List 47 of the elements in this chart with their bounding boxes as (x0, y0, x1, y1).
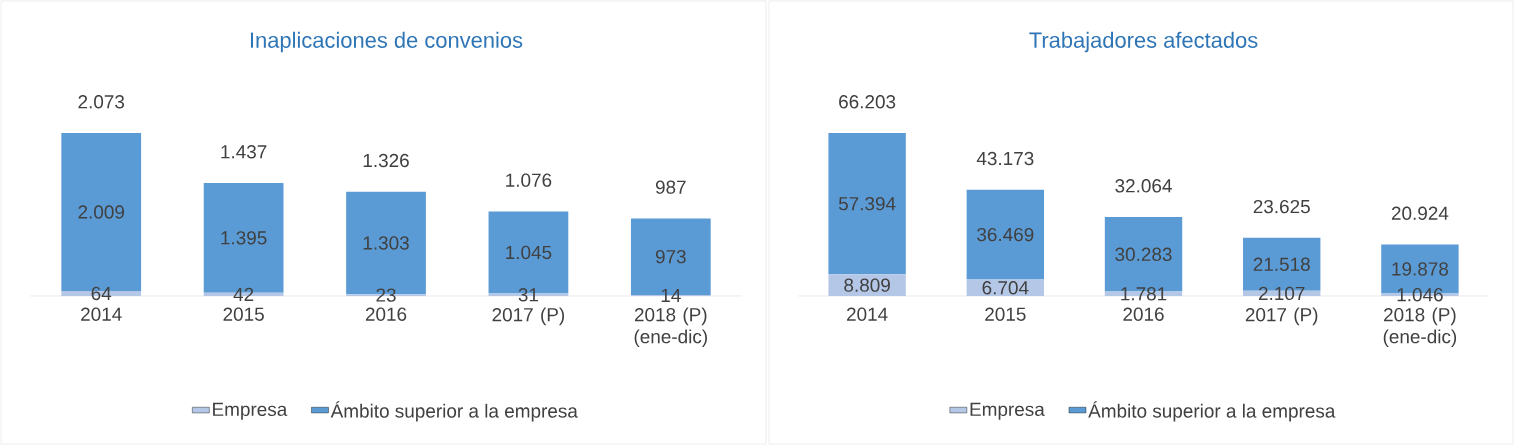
total-label: 2.073 (78, 95, 125, 109)
data-label: 2.009 (78, 205, 124, 219)
data-label: 57.394 (838, 196, 896, 211)
bar (828, 132, 906, 275)
x-tick-label: 2014 (81, 307, 122, 321)
chart-title: Trabajadores afectados (1029, 31, 1258, 53)
data-label: 30.283 (1115, 247, 1172, 262)
total-label: 23.625 (1253, 199, 1310, 214)
total-label: 32.064 (1115, 179, 1172, 193)
data-label: 1.395 (221, 231, 267, 245)
legend-label: Empresa (213, 402, 288, 420)
data-label: 19.878 (1392, 262, 1449, 276)
data-label: 14 (661, 288, 681, 302)
chart-title: Inaplicaciones de convenios (250, 31, 523, 53)
x-tick-label: 2014 (847, 307, 888, 321)
total-label: 987 (655, 180, 686, 194)
x-tick-label: 2015 (223, 307, 264, 321)
data-label: 64 (91, 286, 112, 301)
total-label: 66.203 (839, 95, 896, 109)
legend-label: Empresa (970, 402, 1045, 420)
total-label: 1.437 (221, 145, 267, 159)
data-label: 6.704 (982, 281, 1029, 295)
data-label: 1.303 (363, 236, 409, 250)
data-label: 21.518 (1253, 257, 1310, 272)
bar (966, 189, 1045, 280)
legend-label: Ámbito superior a la empresa (330, 401, 578, 422)
total-label: 1.076 (506, 173, 552, 187)
data-label: 1.046 (1397, 287, 1443, 302)
x-tick-label: 2017 (P) (1245, 307, 1318, 326)
data-label: 31 (518, 288, 539, 302)
legend-label: Ámbito superior a la empresa (1088, 401, 1336, 422)
total-label: 43.173 (976, 151, 1034, 166)
data-label: 42 (233, 287, 254, 301)
data-label: 2.107 (1258, 286, 1305, 301)
x-tick-label: 2016 (1123, 307, 1164, 321)
total-label: 1.326 (363, 153, 409, 168)
x-tick-label: 2015 (985, 307, 1026, 321)
x-tick-label: 2018 (P) (ene-dic) (1383, 307, 1457, 348)
total-label: 20.924 (1391, 206, 1449, 220)
x-tick-label: 2018 (P) (ene-dic) (634, 307, 707, 348)
data-label: 36.469 (977, 227, 1034, 242)
x-tick-label: 2016 (365, 307, 407, 321)
data-label: 973 (655, 249, 686, 264)
data-label: 1.781 (1121, 287, 1167, 301)
data-label: 8.809 (844, 278, 890, 292)
x-tick-label: 2017 (P) (492, 307, 565, 326)
data-label: 1.045 (506, 245, 552, 260)
